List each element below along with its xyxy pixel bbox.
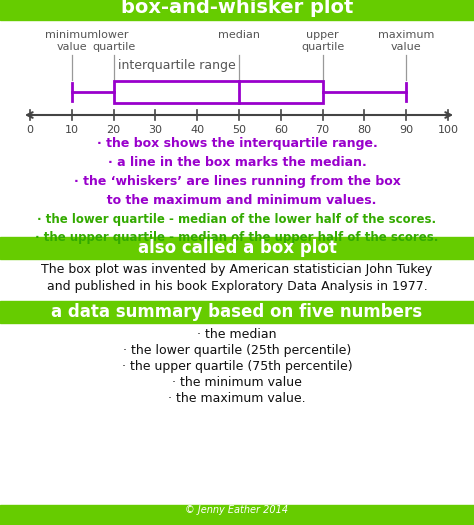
Bar <box>0 301 474 323</box>
Text: · the upper quartile (75th percentile): · the upper quartile (75th percentile) <box>122 360 352 373</box>
Text: to the maximum and minimum values.: to the maximum and minimum values. <box>98 194 376 207</box>
Text: · the ‘whiskers’ are lines running from the box: · the ‘whiskers’ are lines running from … <box>73 175 401 188</box>
Text: 20: 20 <box>107 125 121 135</box>
Text: 90: 90 <box>399 125 413 135</box>
Text: The box plot was invented by American statistician John Tukey: The box plot was invented by American st… <box>41 263 433 276</box>
Text: © Jenny Eather 2014: © Jenny Eather 2014 <box>185 505 289 515</box>
Text: · the upper quartile - median of the upper half of the scores.: · the upper quartile - median of the upp… <box>35 231 439 244</box>
Text: 70: 70 <box>316 125 329 135</box>
Text: · the lower quartile (25th percentile): · the lower quartile (25th percentile) <box>123 344 351 357</box>
Bar <box>0 237 474 259</box>
Text: box-and-whisker plot: box-and-whisker plot <box>121 0 353 17</box>
Text: maximum
value: maximum value <box>378 30 434 51</box>
Text: 80: 80 <box>357 125 372 135</box>
Text: upper
quartile: upper quartile <box>301 30 344 51</box>
Text: lower
quartile: lower quartile <box>92 30 135 51</box>
Text: 60: 60 <box>274 125 288 135</box>
Text: · the minimum value: · the minimum value <box>172 376 302 389</box>
Text: 50: 50 <box>232 125 246 135</box>
Text: 0: 0 <box>27 125 34 135</box>
Text: · a line in the box marks the median.: · a line in the box marks the median. <box>108 156 366 169</box>
Text: · the lower quartile - median of the lower half of the scores.: · the lower quartile - median of the low… <box>37 213 437 226</box>
Bar <box>114 81 323 103</box>
Text: · the maximum value.: · the maximum value. <box>168 392 306 405</box>
Text: and published in his book Exploratory Data Analysis in 1977.: and published in his book Exploratory Da… <box>46 280 428 293</box>
Text: · the box shows the interquartile range.: · the box shows the interquartile range. <box>97 137 377 150</box>
Text: · the median: · the median <box>197 328 277 341</box>
Text: 100: 100 <box>438 125 458 135</box>
Text: median: median <box>218 30 260 40</box>
Bar <box>0 505 474 525</box>
Text: interquartile range: interquartile range <box>118 59 236 72</box>
Text: 30: 30 <box>148 125 163 135</box>
Bar <box>0 0 474 20</box>
Text: 10: 10 <box>65 125 79 135</box>
Text: minimum
value: minimum value <box>45 30 99 51</box>
Text: also called a box plot: also called a box plot <box>137 239 337 257</box>
Text: 40: 40 <box>190 125 204 135</box>
Text: a data summary based on five numbers: a data summary based on five numbers <box>52 303 422 321</box>
